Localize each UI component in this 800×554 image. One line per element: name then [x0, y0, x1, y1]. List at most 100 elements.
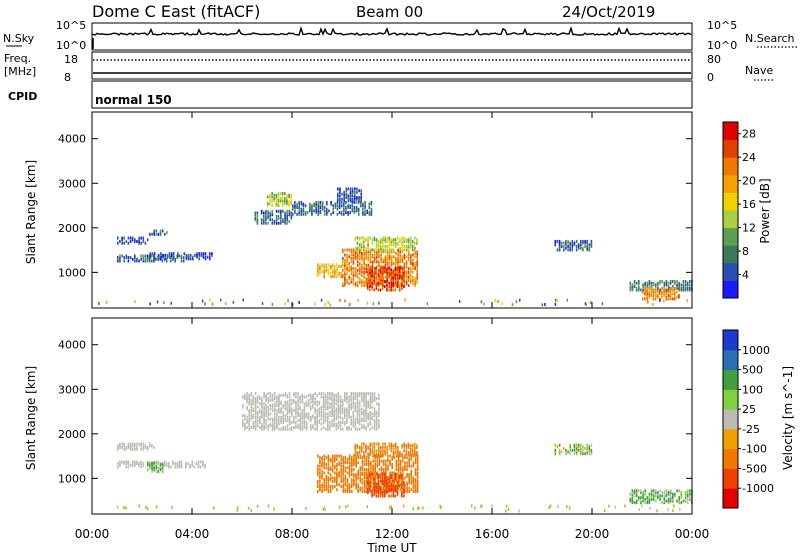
echo-cell	[399, 471, 402, 475]
echo-cell	[334, 275, 336, 279]
echo-cell	[387, 457, 389, 461]
echo-cell	[388, 262, 391, 265]
echo-cell	[259, 402, 261, 406]
echo-cell	[368, 211, 371, 215]
echo-cell	[389, 461, 391, 465]
echo-cell	[341, 410, 344, 414]
echo-cell	[646, 287, 648, 291]
echo-cell	[340, 457, 342, 461]
echo-cell	[388, 243, 391, 247]
echo-cell	[646, 281, 649, 285]
echo-cell	[267, 392, 270, 396]
echo-cell	[269, 412, 272, 416]
echo-cell	[365, 255, 367, 259]
echo-cell	[344, 258, 346, 262]
echo-cell	[275, 209, 278, 213]
echo-cell	[372, 464, 374, 468]
echo-cell	[333, 422, 335, 426]
echo-cell	[558, 243, 561, 247]
echo-cell	[355, 206, 358, 209]
echo-cell	[284, 220, 286, 223]
echo-cell	[373, 472, 375, 476]
echo-cell	[374, 469, 376, 473]
echo-cell	[334, 485, 336, 488]
echo-cell	[288, 402, 291, 406]
echo-cell	[342, 461, 345, 465]
echo-cell	[329, 266, 332, 270]
echo-cell	[148, 444, 151, 448]
echo-cell	[403, 442, 405, 446]
echo-cell	[123, 460, 125, 464]
echo-cell	[398, 269, 401, 273]
echo-cell	[265, 409, 267, 413]
echo-cell	[333, 412, 335, 416]
echo-cell	[340, 485, 342, 488]
echo-cell	[367, 405, 369, 409]
echo-cell	[385, 473, 387, 477]
clutter-cell	[686, 299, 689, 303]
echo-cell	[358, 245, 361, 248]
echo-cell	[297, 407, 299, 411]
echo-cell	[355, 464, 357, 468]
echo-cell	[377, 486, 380, 489]
echo-cell	[356, 248, 359, 252]
echo-cell	[365, 279, 367, 282]
echo-cell	[394, 451, 397, 454]
y-tick-label: 1000	[58, 266, 86, 279]
echo-cell	[347, 211, 349, 215]
echo-cell	[588, 448, 591, 452]
echo-cell	[657, 283, 659, 287]
echo-cell	[302, 209, 305, 213]
echo-cell	[590, 448, 593, 452]
echo-cell	[276, 426, 278, 429]
echo-cell	[284, 198, 286, 202]
echo-cell	[399, 253, 401, 257]
echo-cell	[331, 461, 334, 465]
echo-cell	[295, 392, 297, 396]
echo-cell	[379, 273, 382, 277]
echo-cell	[331, 468, 334, 471]
echo-cell	[263, 393, 265, 397]
echo-cell	[352, 262, 355, 265]
echo-cell	[361, 481, 364, 485]
echo-cell	[286, 193, 288, 197]
echo-cell	[298, 202, 300, 206]
echo-cell	[338, 471, 340, 475]
echo-cell	[271, 198, 273, 202]
clutter-cell	[440, 506, 442, 509]
echo-cell	[356, 419, 359, 423]
echo-cell	[388, 487, 390, 491]
echo-cell	[678, 283, 680, 287]
echo-cell	[329, 271, 332, 275]
echo-cell	[392, 276, 395, 280]
echo-cell	[261, 402, 263, 406]
echo-cell	[357, 209, 360, 213]
echo-cell	[168, 252, 171, 256]
echo-cell	[650, 494, 653, 498]
echo-cell	[371, 274, 373, 278]
echo-cell	[669, 288, 672, 292]
echo-cell	[284, 214, 286, 218]
echo-cell	[324, 407, 327, 411]
echo-cell	[346, 417, 348, 421]
echo-cell	[361, 464, 364, 468]
echo-cell	[254, 415, 257, 419]
echo-cell	[386, 288, 388, 292]
echo-cell	[317, 212, 320, 216]
echo-cell	[577, 243, 580, 247]
echo-cell	[127, 236, 130, 240]
echo-cell	[377, 245, 380, 248]
colorbar-segment	[723, 227, 738, 246]
echo-cell	[588, 450, 591, 454]
echo-cell	[393, 250, 395, 254]
echo-cell	[395, 258, 397, 262]
clutter-cell	[267, 504, 270, 508]
echo-cell	[648, 496, 651, 500]
echo-cell	[373, 407, 376, 411]
echo-cell	[416, 464, 419, 468]
echo-cell	[319, 486, 321, 490]
echo-cell	[399, 260, 401, 264]
echo-cell	[676, 290, 678, 294]
echo-cell	[356, 398, 359, 402]
echo-cell	[416, 468, 419, 471]
